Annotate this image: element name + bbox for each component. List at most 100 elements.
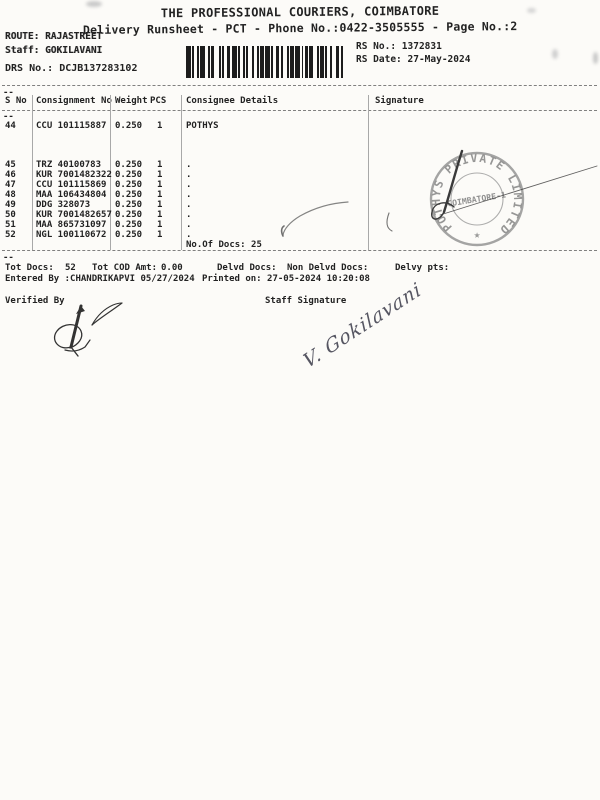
cell-pcs: 1 — [157, 210, 163, 220]
cell-pcs: 1 — [157, 220, 163, 230]
staff-signature-label: Staff Signature — [265, 296, 347, 306]
rs-date-label: RS Date: — [356, 54, 402, 65]
cell-pcs: 1 — [157, 200, 163, 210]
svg-text:POTHYS PRIVATE LIMITED: POTHYS PRIVATE LIMITED — [429, 151, 525, 238]
stamp-star-icon: ★ — [474, 228, 481, 241]
cell-sno: 45 — [5, 160, 16, 170]
verified-by-label: Verified By — [5, 296, 65, 306]
rs-date-value: 27-May-2024 — [407, 54, 471, 65]
cell-sno: 46 — [5, 170, 16, 180]
cell-sno: 51 — [5, 220, 16, 230]
cell-sno: 50 — [5, 210, 16, 220]
rs-no-label: RS No.: — [356, 41, 397, 52]
dash-continuation: -- — [3, 88, 14, 98]
column-rule — [368, 95, 369, 250]
rs-no-value: 1372831 — [401, 41, 442, 52]
scan-smudge — [527, 8, 536, 13]
scan-smudge — [593, 52, 598, 64]
non-delvd-docs-label: Non Delvd Docs: — [287, 263, 369, 273]
separator-line — [2, 110, 597, 111]
cell-weight: 0.250 — [115, 170, 143, 180]
cell-pcs: 1 — [157, 180, 163, 190]
staff-label: Staff: — [5, 45, 40, 56]
col-header-sno: S No — [5, 96, 27, 106]
verified-by-signature-scrawl — [53, 302, 123, 357]
cell-consignment: DDG 328073 — [36, 200, 91, 210]
cell-pcs: 1 — [157, 190, 163, 200]
column-rule — [181, 95, 182, 250]
cell-consignee: . — [186, 200, 192, 210]
cell-consignment: KUR 7001482322 — [36, 170, 112, 180]
scan-smudge — [86, 1, 102, 7]
staff-value: GOKILAVANI — [45, 45, 103, 56]
col-header-pcs: PCS — [150, 96, 167, 106]
tot-docs-value: 52 — [65, 263, 76, 273]
cell-weight: 0.250 — [115, 220, 143, 230]
cell-consignee: . — [186, 190, 192, 200]
drs-label: DRS No.: — [5, 63, 54, 74]
cell-weight: 0.250 — [115, 200, 143, 210]
delvy-pts-label: Delvy pts: — [395, 263, 450, 273]
cell-consignee: . — [186, 170, 192, 180]
tot-cod-label: Tot COD Amt: — [92, 263, 158, 273]
cell-consignment: MAA 106434804 — [36, 190, 107, 200]
cell-weight: 0.250 — [115, 121, 143, 131]
cell-consignee: POTHYS — [186, 121, 219, 131]
dash-continuation: -- — [3, 253, 14, 263]
separator-line — [2, 85, 597, 86]
cell-sno: 49 — [5, 200, 16, 210]
entered-by: Entered By :CHANDRIKAPVI 05/27/2024 — [5, 274, 195, 284]
col-header-signature: Signature — [375, 96, 424, 106]
dash-continuation: -- — [3, 112, 14, 122]
stamp-center-text: COIMBATORE-1 — [447, 189, 507, 208]
cell-consignee: . — [186, 180, 192, 190]
cell-consignment: CCU 101115869 — [36, 180, 107, 190]
cell-consignment: MAA 865731097 — [36, 220, 107, 230]
col-header-consignment: Consignment No — [36, 96, 112, 106]
rs-date-line: RS Date: 27-May-2024 — [356, 54, 470, 65]
cell-consignment: KUR 7001482657 — [36, 210, 112, 220]
tot-docs-label: Tot Docs: — [5, 263, 54, 273]
tot-cod-value: 0.00 — [161, 263, 183, 273]
separator-line — [2, 250, 597, 251]
route-value: RAJASTREET — [45, 31, 103, 42]
no-of-docs: No.Of Docs: 25 — [186, 240, 262, 250]
cell-sno: 52 — [5, 230, 16, 240]
scan-smudge — [552, 49, 558, 59]
route-line: ROUTE: RAJASTREET — [5, 31, 102, 42]
cell-pcs: 1 — [157, 170, 163, 180]
col-header-weight: Weight — [115, 96, 148, 106]
stamp-signature-scrawl — [386, 149, 598, 232]
cell-consignee: . — [186, 160, 192, 170]
column-rule — [110, 95, 111, 250]
drs-line: DRS No.: DCJB137283102 — [5, 63, 137, 74]
cell-weight: 0.250 — [115, 180, 143, 190]
cell-consignment: NGL 100110672 — [36, 230, 107, 240]
cell-weight: 0.250 — [115, 210, 143, 220]
cell-sno: 47 — [5, 180, 16, 190]
staff-line: Staff: GOKILAVANI — [5, 45, 102, 56]
cell-sno: 48 — [5, 190, 16, 200]
cell-consignee: . — [186, 220, 192, 230]
cell-consignee: . — [186, 230, 192, 240]
delvd-docs-label: Delvd Docs: — [217, 263, 277, 273]
barcode — [186, 46, 346, 78]
drs-value: DCJB137283102 — [59, 63, 138, 74]
pothys-stamp: POTHYS PRIVATE LIMITED ★ COIMBATORE-1 — [429, 151, 525, 247]
cell-sno: 44 — [5, 121, 16, 131]
cell-consignment: TRZ 40100783 — [36, 160, 102, 170]
cell-consignment: CCU 101115887 — [36, 121, 107, 131]
col-header-consignee: Consignee Details — [186, 96, 279, 106]
cell-consignee: . — [186, 210, 192, 220]
cell-weight: 0.250 — [115, 160, 143, 170]
printed-on: Printed on: 27-05-2024 10:20:08 — [202, 274, 370, 284]
column-rule — [32, 95, 33, 250]
cell-pcs: 1 — [157, 160, 163, 170]
cell-weight: 0.250 — [115, 230, 143, 240]
cell-pcs: 1 — [157, 121, 163, 131]
cell-weight: 0.250 — [115, 190, 143, 200]
stamp-ring-text: POTHYS PRIVATE LIMITED — [429, 151, 524, 238]
rs-no-line: RS No.: 1372831 — [356, 41, 442, 52]
